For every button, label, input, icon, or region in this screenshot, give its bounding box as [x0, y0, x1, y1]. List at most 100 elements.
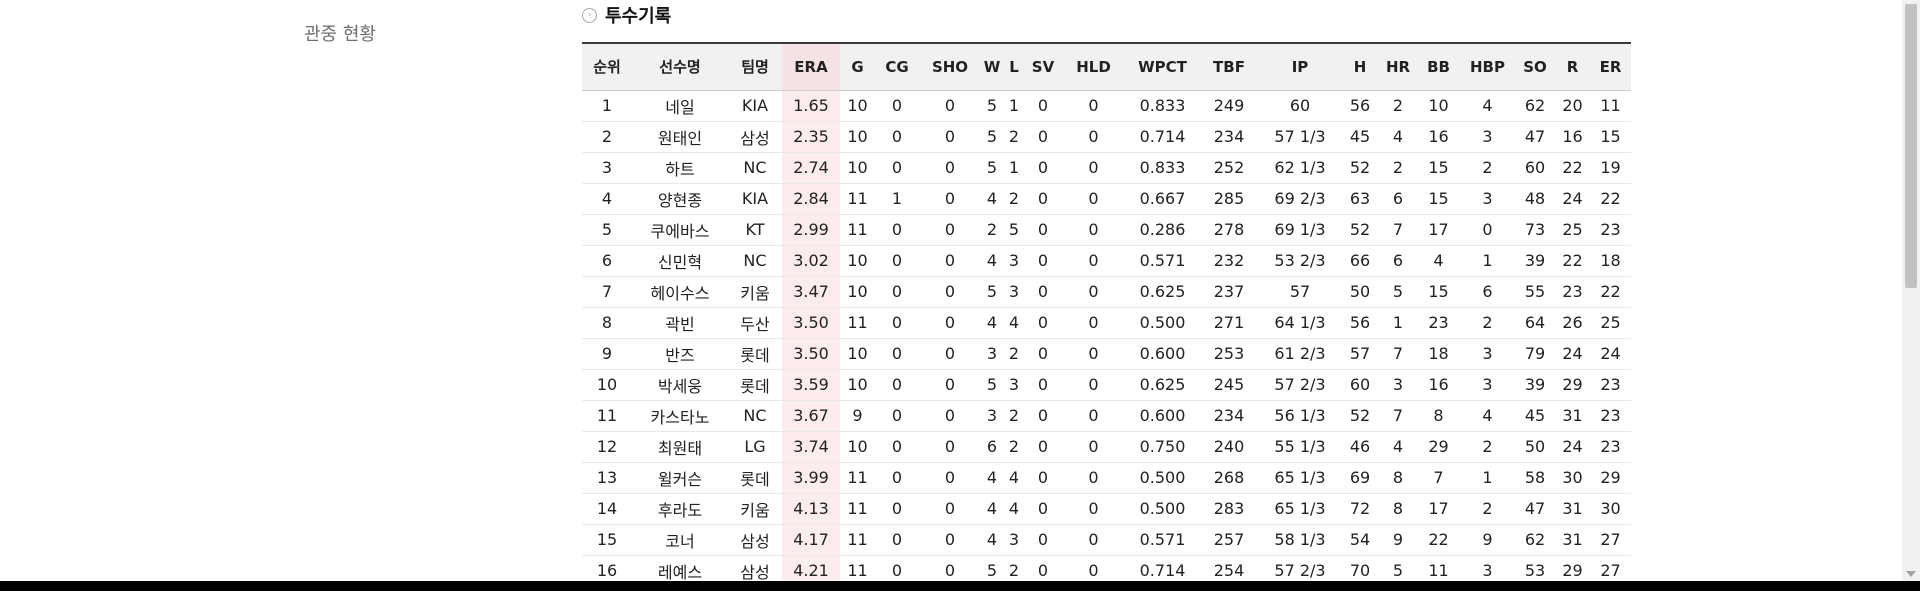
player-name-cell[interactable]: 하트: [632, 152, 728, 184]
table-cell: 29: [1417, 431, 1460, 463]
table-cell: 6: [1460, 276, 1515, 308]
table-cell: 24: [1555, 431, 1590, 463]
table-cell: 7: [1379, 214, 1417, 246]
column-header[interactable]: SO: [1515, 42, 1555, 91]
table-cell: 22: [1555, 245, 1590, 277]
table-cell: 14: [582, 493, 632, 525]
column-header[interactable]: 팀명: [728, 42, 782, 91]
column-header[interactable]: TBF: [1199, 42, 1259, 91]
player-name-cell[interactable]: 후라도: [632, 493, 728, 525]
pitcher-stats-table-wrapper: 순위 선수명 팀명 ERA G CG SHO W L SV HLD WPCT TBF IP H HR BB HBP…: [582, 42, 1631, 587]
table-cell: 0: [1061, 524, 1126, 556]
table-cell: 271: [1199, 307, 1259, 339]
column-header[interactable]: G: [840, 42, 875, 91]
table-row: 5 쿠에바스 KT 2.99 11 0 0 2 5 0 0 0.286 278 69 1/3 52 7 17 0 7…: [582, 214, 1631, 246]
column-header[interactable]: 선수명: [632, 42, 728, 91]
scroll-down-arrow-icon[interactable]: [1906, 571, 1916, 577]
column-header[interactable]: SHO: [919, 42, 981, 91]
table-cell: 0: [875, 214, 919, 246]
table-cell: 60: [1259, 90, 1341, 122]
player-name-cell[interactable]: 네일: [632, 90, 728, 122]
column-header[interactable]: H: [1341, 42, 1379, 91]
player-name-cell[interactable]: 박세웅: [632, 369, 728, 401]
player-name-cell[interactable]: 헤이수스: [632, 276, 728, 308]
column-header[interactable]: BB: [1417, 42, 1460, 91]
column-header[interactable]: IP: [1259, 42, 1341, 91]
table-cell: 15: [1590, 121, 1631, 153]
player-name-cell[interactable]: 윌커슨: [632, 462, 728, 494]
player-name-cell[interactable]: 코너: [632, 524, 728, 556]
column-header[interactable]: HLD: [1061, 42, 1126, 91]
player-name-cell[interactable]: 신민혁: [632, 245, 728, 277]
table-cell: 283: [1199, 493, 1259, 525]
table-row: 13 윌커슨 롯데 3.99 11 0 0 4 4 0 0 0.500 268 65 1/3 69 8 7 1 58…: [582, 462, 1631, 494]
table-cell: 4.17: [782, 524, 840, 556]
table-cell: 4: [981, 245, 1003, 277]
table-cell: 47: [1515, 121, 1555, 153]
column-header[interactable]: R: [1555, 42, 1590, 91]
table-cell: 삼성: [728, 121, 782, 153]
table-cell: 17: [1417, 493, 1460, 525]
table-cell: 60: [1341, 369, 1379, 401]
column-header[interactable]: 순위: [582, 42, 632, 91]
player-name-cell[interactable]: 최원태: [632, 431, 728, 463]
column-header[interactable]: CG: [875, 42, 919, 91]
column-header[interactable]: L: [1003, 42, 1025, 91]
column-header[interactable]: HBP: [1460, 42, 1515, 91]
table-cell: 23: [1590, 369, 1631, 401]
column-header[interactable]: ER: [1590, 42, 1631, 91]
player-name-cell[interactable]: 카스타노: [632, 400, 728, 432]
table-cell: 15: [1417, 183, 1460, 215]
table-cell: 56: [1341, 307, 1379, 339]
table-cell: 6: [582, 245, 632, 277]
table-cell: 0: [919, 245, 981, 277]
column-header[interactable]: W: [981, 42, 1003, 91]
table-cell: 5: [981, 276, 1003, 308]
table-cell: 11: [1590, 90, 1631, 122]
table-cell: 11: [840, 307, 875, 339]
section-header: › 투수기록: [582, 2, 671, 28]
table-cell: 73: [1515, 214, 1555, 246]
table-row: 14 후라도 키움 4.13 11 0 0 4 4 0 0 0.500 283 65 1/3 72 8 17 2 4…: [582, 493, 1631, 525]
table-cell: KIA: [728, 183, 782, 215]
table-cell: 2: [1460, 493, 1515, 525]
column-header[interactable]: ERA: [782, 42, 840, 91]
table-row: 11 카스타노 NC 3.67 9 0 0 3 2 0 0 0.600 234 56 1/3 52 7 8 4 45…: [582, 400, 1631, 432]
player-name-cell[interactable]: 원태인: [632, 121, 728, 153]
table-cell: 3.59: [782, 369, 840, 401]
table-cell: 5: [981, 152, 1003, 184]
scrollbar-thumb[interactable]: [1905, 4, 1917, 288]
column-header[interactable]: WPCT: [1126, 42, 1199, 91]
player-name-cell[interactable]: 곽빈: [632, 307, 728, 339]
player-name-cell[interactable]: 양현종: [632, 183, 728, 215]
table-cell: 3.50: [782, 307, 840, 339]
vertical-scrollbar[interactable]: [1902, 0, 1920, 581]
player-name-cell[interactable]: 쿠에바스: [632, 214, 728, 246]
table-cell: 240: [1199, 431, 1259, 463]
table-cell: 47: [1515, 493, 1555, 525]
table-cell: 65 1/3: [1259, 493, 1341, 525]
table-cell: 57 1/3: [1259, 121, 1341, 153]
table-cell: 0: [875, 338, 919, 370]
table-cell: 15: [1417, 152, 1460, 184]
table-cell: 3: [981, 400, 1003, 432]
table-cell: 0: [875, 307, 919, 339]
table-cell: 2: [1379, 152, 1417, 184]
sidebar-item-attendance[interactable]: 관중 현황: [304, 20, 376, 46]
column-header[interactable]: SV: [1025, 42, 1061, 91]
table-cell: 2: [1003, 431, 1025, 463]
table-cell: 7: [1417, 462, 1460, 494]
section-title: 투수기록: [605, 6, 672, 27]
table-cell: 24: [1555, 183, 1590, 215]
table-cell: 10: [840, 369, 875, 401]
player-name-cell[interactable]: 반즈: [632, 338, 728, 370]
table-cell: 0: [1025, 121, 1061, 153]
table-cell: 2: [1460, 431, 1515, 463]
table-cell: 삼성: [728, 524, 782, 556]
column-header[interactable]: HR: [1379, 42, 1417, 91]
table-cell: 57: [1259, 276, 1341, 308]
table-cell: 72: [1341, 493, 1379, 525]
table-cell: 0: [1025, 214, 1061, 246]
table-row: 12 최원태 LG 3.74 10 0 0 6 2 0 0 0.750 240 55 1/3 46 4 29 2 5…: [582, 431, 1631, 463]
table-cell: 롯데: [728, 369, 782, 401]
